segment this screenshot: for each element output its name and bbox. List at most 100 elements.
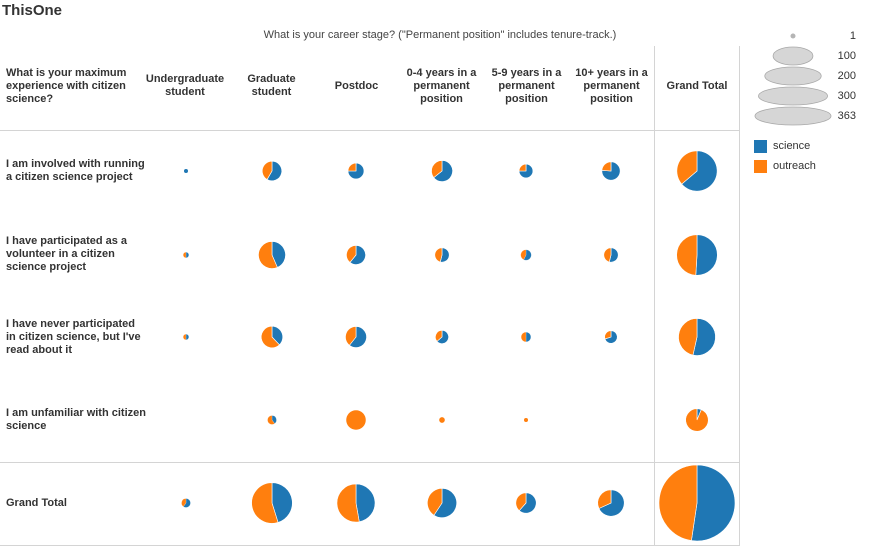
pie-slice-outreach — [346, 245, 357, 263]
pie-slice-science — [518, 492, 537, 514]
size-legend-mark — [790, 33, 796, 39]
pie-slice-outreach — [676, 150, 698, 185]
pie-slice-outreach — [435, 330, 443, 342]
pie-slice-science — [681, 150, 718, 192]
pie-cell[interactable] — [597, 489, 625, 517]
pie-slice-outreach — [251, 482, 279, 524]
size-legend-label: 100 — [837, 50, 856, 62]
pie-cell[interactable] — [183, 252, 189, 258]
pie-cell[interactable] — [435, 330, 449, 344]
size-legend-mark — [772, 46, 814, 66]
pie-cell[interactable] — [439, 417, 445, 423]
pie-slice-outreach — [658, 464, 698, 541]
pie-slice-science — [692, 318, 716, 356]
row-header-unfamiliar: I am unfamiliar with citizen science — [6, 407, 146, 432]
size-legend-mark — [754, 106, 832, 126]
pie-slice-outreach — [434, 247, 443, 263]
pie-slice-science — [184, 169, 188, 173]
pie-cell[interactable] — [521, 332, 531, 342]
pie-slice-outreach — [181, 498, 187, 507]
pie-cell[interactable] — [658, 464, 736, 542]
pie-slice-outreach — [345, 326, 357, 346]
pie-cell[interactable] — [604, 330, 618, 344]
column-axis-title: What is your career stage? ("Permanent p… — [263, 29, 617, 41]
pie-slice-outreach — [346, 410, 366, 430]
pie-cell[interactable] — [685, 408, 709, 432]
pie-slice-outreach — [183, 252, 187, 258]
pie-slice-science — [185, 252, 189, 258]
page-title: ThisOne — [2, 2, 63, 19]
pie-cell[interactable] — [520, 249, 532, 261]
pie-cell[interactable] — [347, 162, 365, 180]
pie-slice-outreach — [336, 483, 360, 523]
color-legend-outreach[interactable]: outreach — [754, 159, 816, 173]
grid-divider-grand-total-column — [654, 46, 655, 546]
pie-cell[interactable] — [434, 247, 450, 263]
row-axis-title: What is your maximum experience with cit… — [6, 67, 127, 105]
pie-slice-science — [433, 160, 453, 182]
pie-cell[interactable] — [678, 318, 716, 356]
pie-slice-science — [439, 247, 450, 263]
pie-slice-outreach — [261, 325, 280, 349]
column-header-grand-total: Grand Total — [666, 79, 728, 92]
pie-slice-science — [347, 162, 365, 180]
pie-cell[interactable] — [336, 483, 376, 523]
pie-slice-outreach — [603, 247, 612, 263]
pie-cell[interactable] — [676, 234, 718, 276]
pie-slice-outreach — [347, 162, 357, 172]
color-legend-science[interactable]: science — [754, 139, 810, 153]
pie-slice-outreach — [183, 334, 187, 340]
pie-cell[interactable] — [258, 241, 286, 269]
pie-slice-outreach — [520, 249, 527, 260]
pie-cell[interactable] — [267, 415, 277, 425]
pie-slice-outreach — [597, 489, 612, 509]
pie-cell[interactable] — [603, 247, 619, 263]
pie-slice-outreach — [518, 163, 527, 172]
pie-slice-science — [523, 249, 532, 261]
pie-slice-science — [183, 498, 191, 508]
pie-cell[interactable] — [184, 169, 188, 173]
pie-slice-outreach — [431, 160, 443, 179]
color-legend-label: science — [773, 140, 811, 152]
column-header-10-plus-years: 10+ years in a permanent position — [575, 66, 648, 105]
pie-cell[interactable] — [261, 325, 283, 349]
pie-cell[interactable] — [261, 160, 283, 182]
pie-slice-science — [695, 234, 718, 276]
pie-cell[interactable] — [601, 161, 621, 181]
pie-slice-outreach — [515, 492, 527, 512]
column-header-postdoc: Postdoc — [334, 79, 379, 92]
pie-slice-science — [271, 325, 283, 346]
pie-slice-science — [349, 245, 366, 265]
row-header-running-project: I am involved with running a citizen sci… — [6, 158, 145, 183]
pie-cell[interactable] — [183, 334, 189, 340]
pie-cell[interactable] — [345, 326, 367, 348]
pie-cell[interactable] — [518, 163, 534, 179]
column-header-graduate: Graduate student — [247, 73, 296, 98]
row-header-read-about: I have never participated in citizen sci… — [6, 318, 141, 356]
pie-cell[interactable] — [515, 492, 537, 514]
pie-cell[interactable] — [524, 418, 528, 422]
outreach-swatch — [754, 159, 767, 173]
pie-slice-science — [436, 330, 449, 344]
row-header-grand-total: Grand Total — [6, 497, 67, 509]
pie-slice-outreach — [267, 415, 275, 425]
pie-cell[interactable] — [251, 482, 293, 524]
size-legend-label: 363 — [837, 110, 856, 122]
column-header-undergraduate: Undergraduate student — [145, 73, 225, 98]
row-header-volunteer: I have participated as a volunteer in a … — [6, 235, 128, 273]
pie-cell[interactable] — [181, 498, 191, 508]
pie-slice-outreach — [258, 241, 278, 269]
column-header-0-4-years: 0-4 years in a permanent position — [406, 66, 477, 105]
size-legend-mark — [764, 66, 822, 86]
pie-cell[interactable] — [431, 160, 453, 182]
pie-slice-outreach — [261, 160, 273, 180]
column-header-5-9-years: 5-9 years in a permanent position — [491, 66, 562, 105]
pie-cell[interactable] — [346, 245, 366, 265]
pie-cell[interactable] — [427, 488, 457, 518]
color-legend-label: outreach — [773, 160, 816, 172]
pie-slice-outreach — [427, 488, 443, 516]
pie-slice-science — [266, 160, 283, 182]
pie-cell[interactable] — [346, 410, 366, 430]
pie-cell[interactable] — [676, 150, 718, 192]
